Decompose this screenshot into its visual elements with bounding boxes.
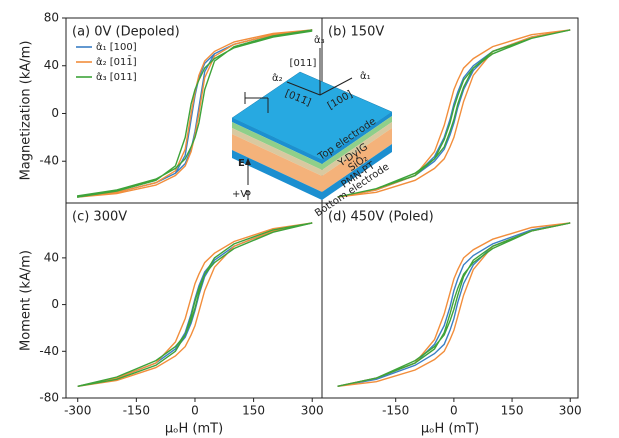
- panel: -150 0 150 300 (d) 450V (Poled) μₒH (mT): [321, 202, 582, 437]
- layer: [232, 118, 322, 164]
- layer: [322, 144, 392, 200]
- panel-title: (c) 300V: [72, 210, 127, 225]
- panel-title: (b) 150V: [328, 25, 384, 40]
- layer: [322, 116, 392, 170]
- field-arrow: [245, 158, 251, 165]
- panel-title: (d) 450V (Poled): [328, 210, 434, 225]
- y-tick-label: -40: [39, 154, 59, 168]
- axis-label: α̂₂: [272, 72, 283, 84]
- plot-area: [77, 222, 313, 387]
- axis-label: α̂₁: [360, 70, 371, 82]
- y-tick-label: -80: [39, 391, 59, 405]
- y-tick-label: 0: [51, 106, 59, 120]
- x-tick-label: 0: [450, 404, 458, 418]
- voltage-label: +V: [232, 189, 247, 200]
- y-axis-label: Moment (kA/m): [19, 250, 34, 351]
- layer: [232, 134, 322, 192]
- legend-label: α̂₃ [011]: [96, 71, 137, 83]
- x-axis-label: μₒH (mT): [165, 422, 223, 437]
- plot-area: [77, 29, 313, 198]
- layer: [232, 122, 322, 170]
- layer: [322, 112, 392, 164]
- layer: [232, 128, 322, 176]
- y-tick-label: 40: [44, 250, 59, 264]
- y-tick-label: 80: [44, 11, 59, 25]
- axis-label: α̂₃: [314, 34, 325, 46]
- hysteresis-line: [77, 222, 313, 387]
- x-tick-label: -150: [382, 404, 409, 418]
- panel: (b) 150V: [321, 17, 579, 204]
- panel: -80 -40 0 40 -300 -150 0 150 300 (c) 300V Moment (…: [19, 202, 324, 437]
- x-tick-label: 150: [501, 404, 524, 418]
- layer: [322, 122, 392, 176]
- x-axis-label: μₒH (mT): [421, 422, 479, 437]
- y-tick-label: -40: [39, 344, 59, 358]
- y-tick-label: 40: [44, 58, 59, 72]
- legend-label: α̂₂ [011̄]: [96, 55, 137, 68]
- layer: [232, 150, 322, 200]
- x-tick-label: 150: [242, 404, 265, 418]
- x-tick-label: -300: [64, 404, 91, 418]
- hysteresis-line: [77, 29, 313, 198]
- x-tick-label: -150: [123, 404, 150, 418]
- hysteresis-line: [77, 222, 313, 387]
- plot-area: [337, 29, 571, 198]
- hysteresis-line: [77, 222, 313, 387]
- plots: -40 0 40 80 (a) 0V (Depoled) Magnetization (k…: [19, 11, 582, 437]
- hysteresis-line: [337, 222, 571, 387]
- x-tick-label: 300: [559, 404, 582, 418]
- hysteresis-line: [337, 222, 571, 387]
- field-label: E: [238, 158, 245, 169]
- panel-title: (a) 0V (Depoled): [72, 25, 180, 40]
- y-tick-label: 0: [51, 297, 59, 311]
- hysteresis-line: [337, 222, 571, 387]
- frame: [321, 202, 579, 399]
- direction-label: [011]: [290, 58, 317, 69]
- plot-area: [337, 222, 571, 387]
- hysteresis-line: [337, 29, 571, 198]
- legend-label: α̂₁ [100]: [96, 41, 137, 53]
- layer: [322, 128, 392, 192]
- x-tick-label: 0: [191, 404, 199, 418]
- terminal: [245, 190, 251, 196]
- y-axis-label: Magnetization (kA/m): [19, 41, 34, 181]
- x-tick-label: 300: [301, 404, 324, 418]
